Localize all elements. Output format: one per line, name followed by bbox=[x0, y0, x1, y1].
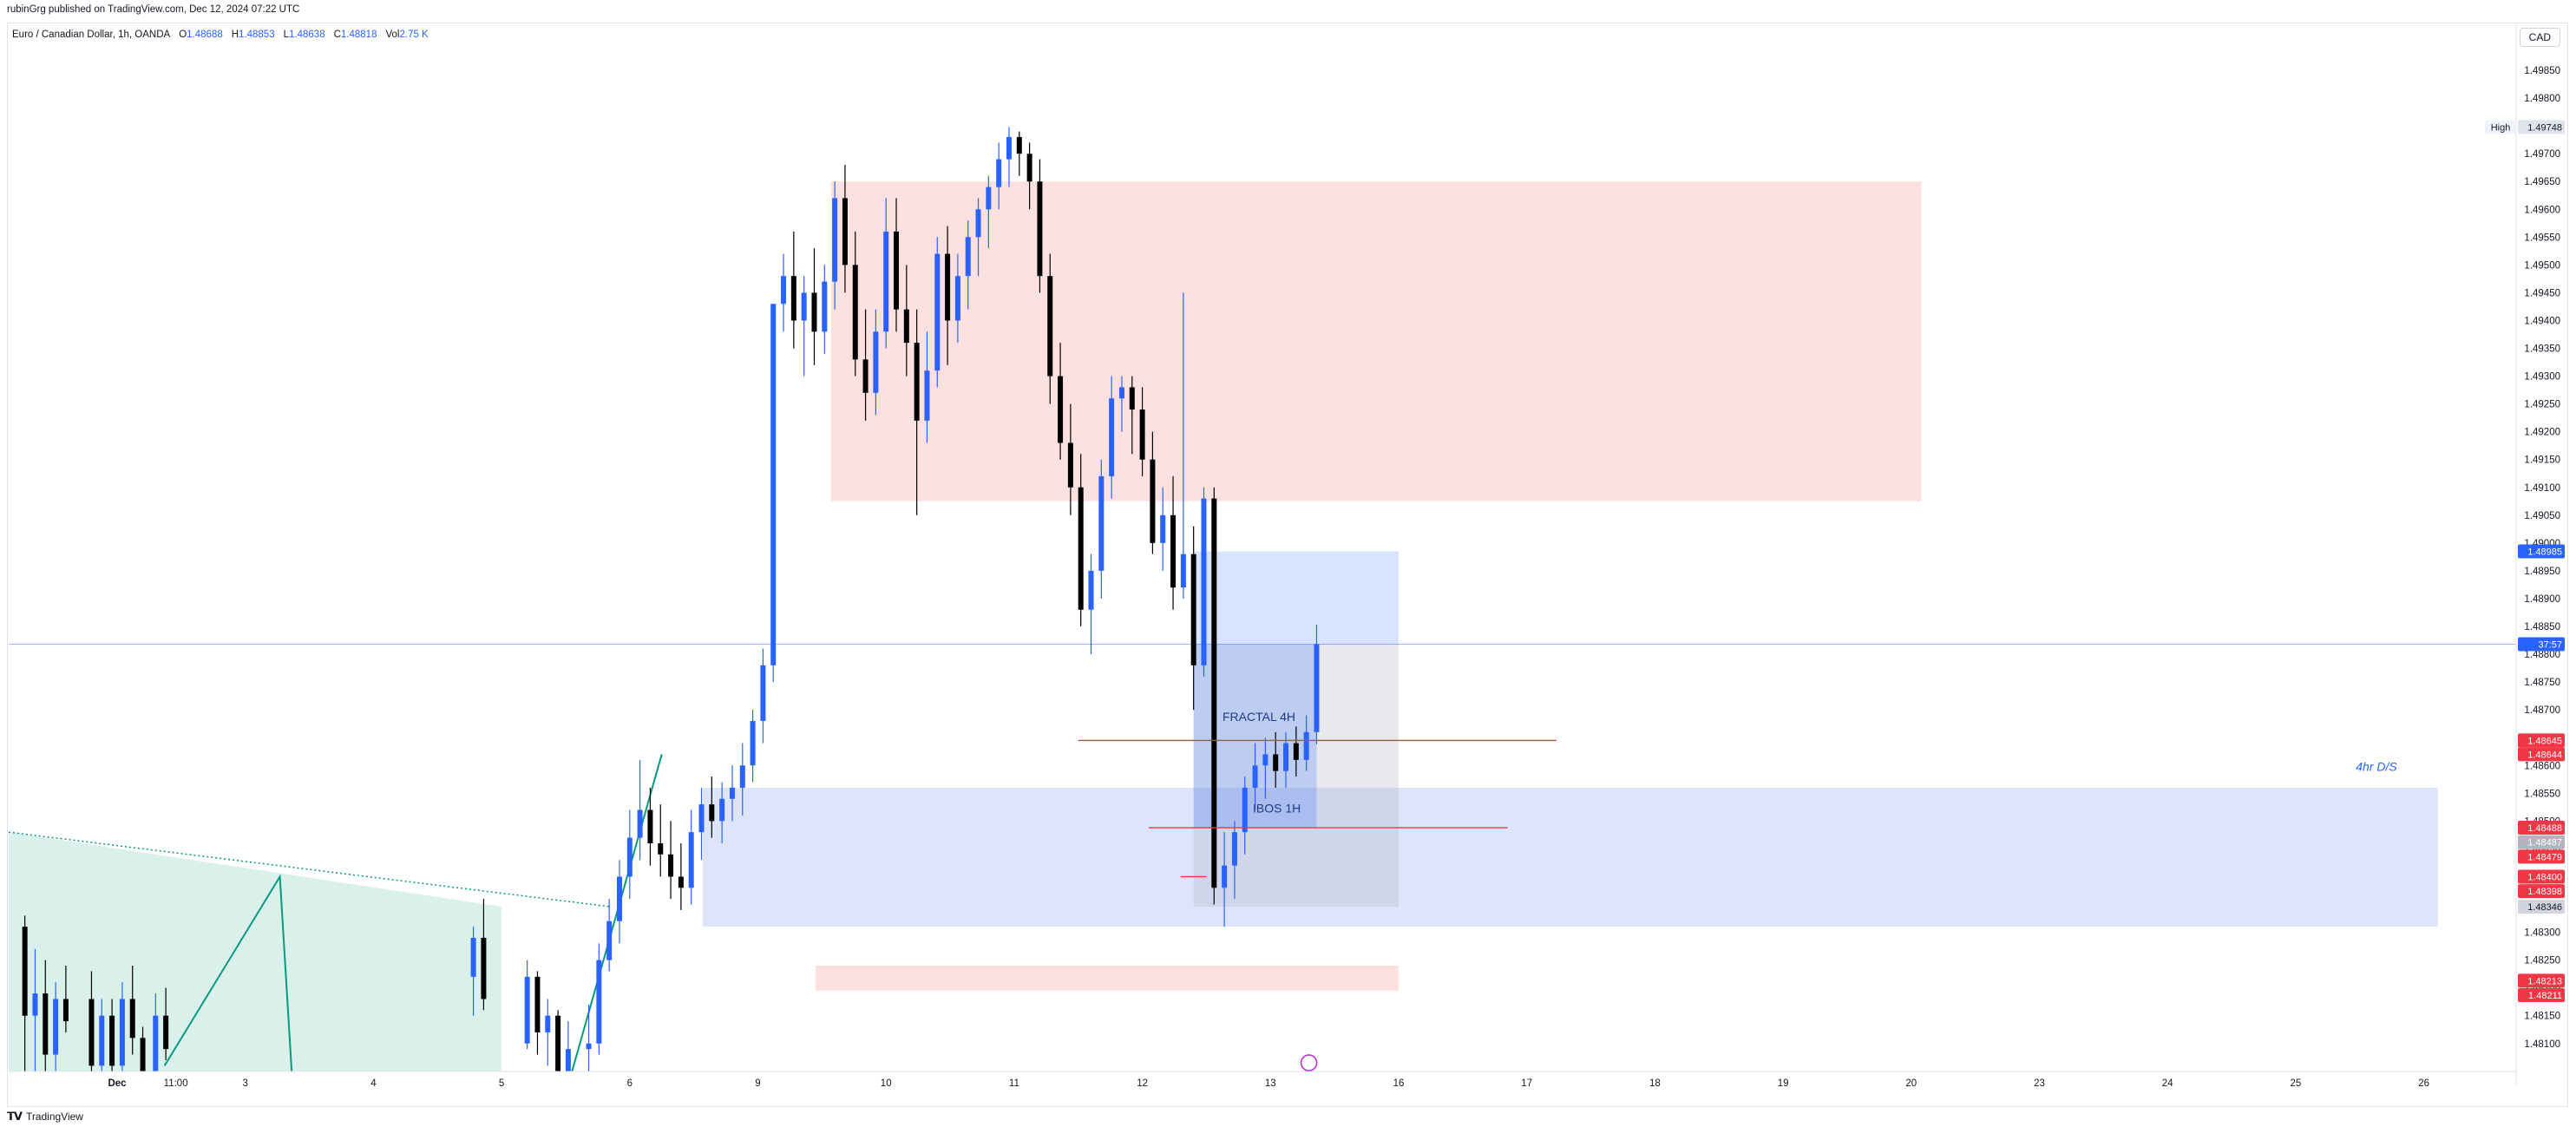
open-value: 1.48688 bbox=[187, 29, 223, 40]
publisher-line: rubinGrg published on TradingView.com, D… bbox=[7, 4, 300, 15]
volume-label: Vol bbox=[385, 29, 400, 40]
symbol-legend: Euro / Canadian Dollar, 1h, OANDA O1.486… bbox=[12, 29, 429, 40]
open-label: O bbox=[179, 29, 187, 40]
low-value: 1.48638 bbox=[289, 29, 325, 40]
chart-frame[interactable] bbox=[7, 23, 2568, 1107]
low-label: L bbox=[283, 29, 290, 40]
tv-logo-icon: 𝗧𝗩 bbox=[7, 1110, 23, 1123]
close-label: C bbox=[333, 29, 341, 40]
volume-value: 2.75 K bbox=[399, 29, 429, 40]
high-label: H bbox=[231, 29, 239, 40]
brand-name: TradingView bbox=[25, 1111, 83, 1123]
tradingview-logo[interactable]: 𝗧𝗩 TradingView bbox=[7, 1110, 83, 1124]
currency-button[interactable]: CAD bbox=[2519, 28, 2560, 47]
close-value: 1.48818 bbox=[340, 29, 377, 40]
symbol-name[interactable]: Euro / Canadian Dollar, 1h, OANDA bbox=[12, 29, 171, 40]
high-value: 1.48853 bbox=[239, 29, 275, 40]
